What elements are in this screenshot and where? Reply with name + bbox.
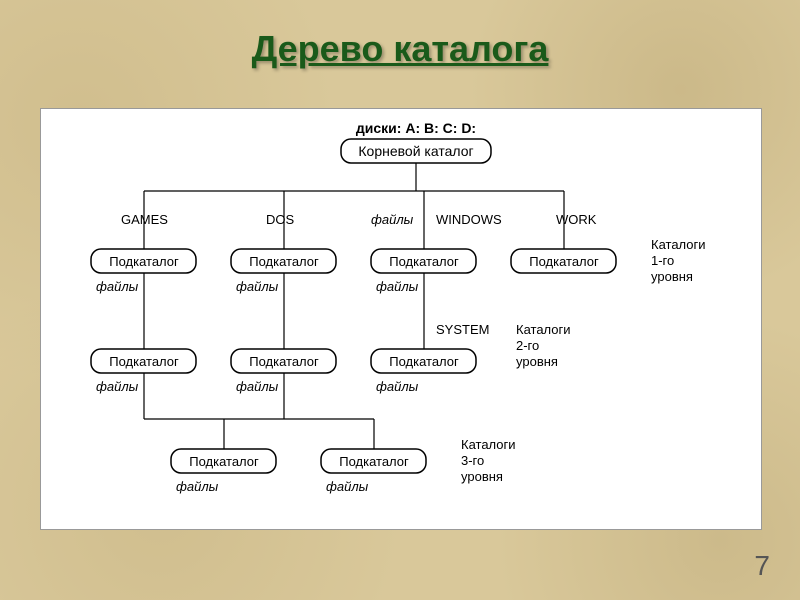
tree-diagram: диски: A: B: C: D: Корневой каталог GAME… (40, 108, 762, 530)
page-number: 7 (754, 550, 770, 582)
side-label-l2b: 2-го (516, 338, 539, 353)
l2-label-0: Подкаталог (109, 354, 179, 369)
page-title: Дерево каталога (0, 28, 800, 70)
side-label-l1b: 1-го (651, 253, 674, 268)
l2-label-1: Подкаталог (249, 354, 319, 369)
l3-label-1: Подкаталог (339, 454, 409, 469)
root-label: Корневой каталог (358, 143, 473, 159)
files-l2-0: файлы (96, 379, 139, 394)
l1-name-2: WINDOWS (436, 212, 502, 227)
side-label-l3c: уровня (461, 469, 503, 484)
files-l3-1: файлы (326, 479, 369, 494)
side-label-l3a: Каталоги (461, 437, 516, 452)
files-root: файлы (371, 212, 414, 227)
side-label-l1a: Каталоги (651, 237, 706, 252)
l1-label-1: Подкаталог (249, 254, 319, 269)
l1-label-3: Подкаталог (529, 254, 599, 269)
files-l1-1: файлы (236, 279, 279, 294)
files-l1-2: файлы (376, 279, 419, 294)
l3-label-0: Подкаталог (189, 454, 259, 469)
l2-system-name: SYSTEM (436, 322, 489, 337)
files-l2-1: файлы (236, 379, 279, 394)
files-l2-2: файлы (376, 379, 419, 394)
files-l1-0: файлы (96, 279, 139, 294)
side-label-l1c: уровня (651, 269, 693, 284)
side-label-l2c: уровня (516, 354, 558, 369)
side-label-l2a: Каталоги (516, 322, 571, 337)
l1-label-0: Подкаталог (109, 254, 179, 269)
disks-label: диски: A: B: C: D: (356, 120, 476, 136)
l2-label-2: Подкаталог (389, 354, 459, 369)
l1-name-1: DOS (266, 212, 295, 227)
side-label-l3b: 3-го (461, 453, 484, 468)
files-l3-0: файлы (176, 479, 219, 494)
l1-name-3: WORK (556, 212, 597, 227)
l1-label-2: Подкаталог (389, 254, 459, 269)
l1-name-0: GAMES (121, 212, 168, 227)
